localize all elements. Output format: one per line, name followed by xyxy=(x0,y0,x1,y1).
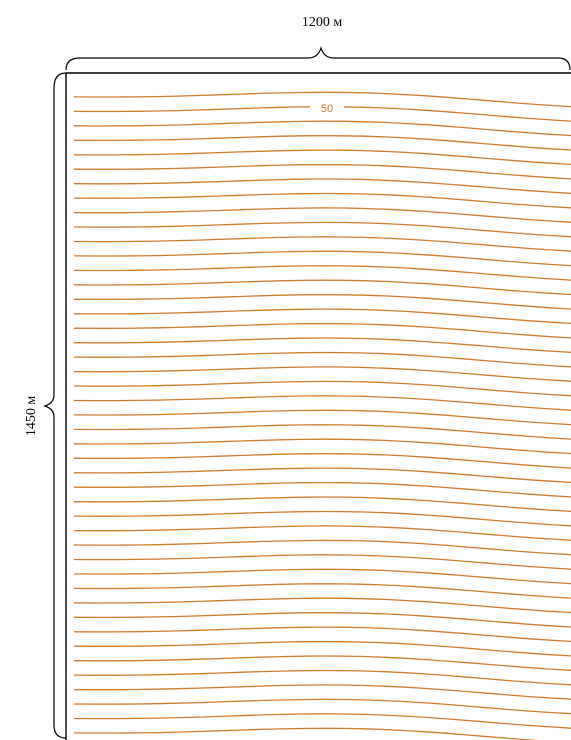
contour-line xyxy=(73,366,571,382)
contour-line xyxy=(73,409,571,426)
contour-line xyxy=(73,236,571,252)
width-label: 1200 м xyxy=(302,15,343,30)
contour-line xyxy=(73,481,571,498)
contour-line xyxy=(73,163,571,180)
contour-line xyxy=(73,626,571,643)
contour-line xyxy=(73,135,571,151)
left-dimension-brace xyxy=(43,72,67,739)
contour-lines xyxy=(73,91,571,740)
contour-line xyxy=(73,308,571,325)
contour-line xyxy=(73,192,571,209)
contour-line xyxy=(73,453,571,469)
contour-line xyxy=(73,424,571,440)
contour-line xyxy=(73,149,571,166)
contour-line xyxy=(73,539,571,556)
height-label: 1450 м xyxy=(24,396,39,437)
contour-label-background xyxy=(310,100,344,116)
top-dimension-brace xyxy=(65,45,571,71)
contour-line xyxy=(73,496,571,512)
contour-line xyxy=(73,655,571,671)
contour-line xyxy=(73,337,571,353)
contour-line xyxy=(73,91,571,108)
contour-line xyxy=(73,380,571,397)
contour-line xyxy=(73,554,571,570)
contour-line xyxy=(73,322,571,339)
contour-line xyxy=(73,612,571,628)
contour-line xyxy=(73,568,571,585)
contour-line xyxy=(73,510,571,527)
contour-line xyxy=(73,640,571,657)
contour-line xyxy=(73,250,571,267)
contour-line xyxy=(73,265,571,281)
contour-line xyxy=(73,684,571,700)
contour-line xyxy=(73,279,571,296)
contour-line xyxy=(73,438,571,455)
contour-line xyxy=(73,525,571,541)
contour-line xyxy=(73,467,571,484)
contour-line xyxy=(73,583,571,599)
contour-value-label: 50 xyxy=(321,103,333,115)
contour-line xyxy=(73,120,571,137)
contour-line xyxy=(73,713,571,729)
contour-line xyxy=(73,669,571,686)
contour-line xyxy=(73,351,571,368)
contour-line xyxy=(73,207,571,223)
contour-line xyxy=(73,221,571,238)
contour-line xyxy=(73,294,571,310)
contour-line xyxy=(73,698,571,715)
contour-line xyxy=(73,395,571,411)
contour-line xyxy=(73,597,571,614)
contour-line xyxy=(73,727,540,740)
contour-line xyxy=(73,178,571,194)
